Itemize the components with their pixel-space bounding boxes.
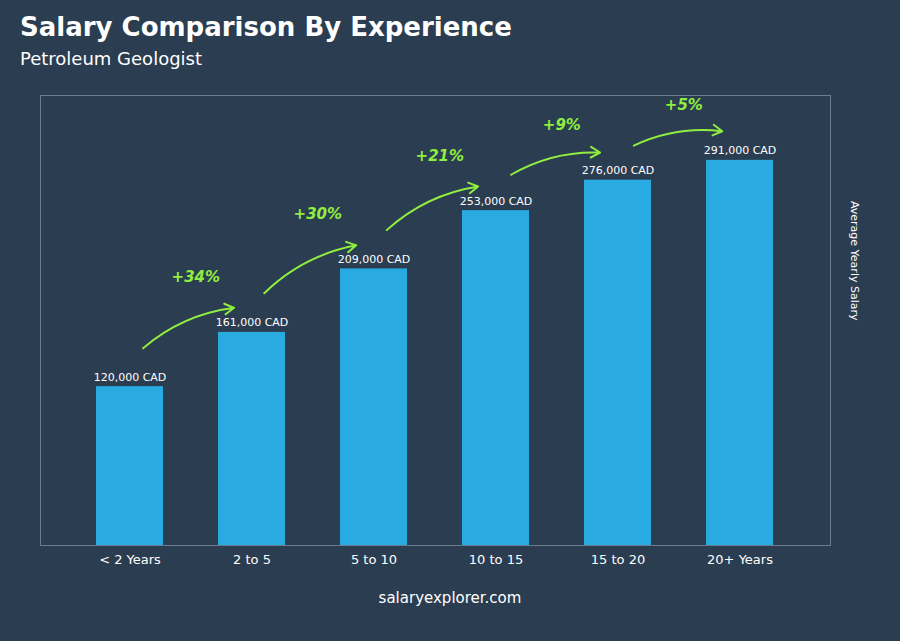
svg-text:20+ Years: 20+ Years xyxy=(707,552,773,567)
svg-text:< 2 Years: < 2 Years xyxy=(99,552,161,567)
svg-text:120,000 CAD: 120,000 CAD xyxy=(94,371,167,384)
svg-text:+30%: +30% xyxy=(294,205,342,223)
svg-text:+5%: +5% xyxy=(665,96,703,114)
svg-text:+34%: +34% xyxy=(172,268,220,286)
svg-text:161,000 CAD: 161,000 CAD xyxy=(216,316,289,329)
svg-text:10 to 15: 10 to 15 xyxy=(469,552,523,567)
html-text:salaryexplorer.com: salaryexplorer.com xyxy=(378,589,522,607)
svg-text:291,000 CAD: 291,000 CAD xyxy=(704,144,777,157)
svg-text:253,000 CAD: 253,000 CAD xyxy=(460,195,533,208)
svg-text:Average Yearly Salary: Average Yearly Salary xyxy=(848,201,861,321)
svg-text:15 to 20: 15 to 20 xyxy=(591,552,645,567)
html-text:Petroleum Geologist: Petroleum Geologist xyxy=(20,48,202,69)
svg-text:+21%: +21% xyxy=(416,147,464,165)
svg-text:276,000 CAD: 276,000 CAD xyxy=(582,164,655,177)
svg-text:2 to 5: 2 to 5 xyxy=(233,552,271,567)
svg-text:209,000 CAD: 209,000 CAD xyxy=(338,253,411,266)
svg-text:5 to 10: 5 to 10 xyxy=(351,552,397,567)
html-text:Salary Comparison By Experienc: Salary Comparison By Experience xyxy=(20,12,512,42)
svg-text:+9%: +9% xyxy=(543,116,581,134)
